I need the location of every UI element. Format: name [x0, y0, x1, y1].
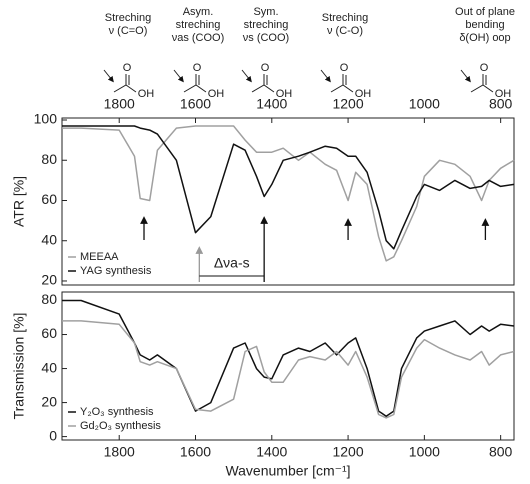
y-tick-label: 20: [41, 272, 57, 288]
x-tick-label: 800: [489, 444, 513, 460]
x-tick-label: 1200: [332, 96, 363, 112]
x-tick-label: 1800: [104, 444, 135, 460]
vibration-arrow: [103, 69, 114, 83]
atom-label: O: [261, 62, 270, 74]
spectrum-line: [62, 320, 515, 419]
atom-label: OH: [355, 88, 372, 100]
annotation: streching: [176, 19, 221, 31]
plot-frame: [61, 291, 515, 441]
molecule: [330, 84, 354, 93]
y-tick-label: 80: [41, 151, 57, 167]
legend-label: Gd₂O₃ synthesis: [80, 420, 161, 432]
x-tick-label: 1200: [332, 444, 363, 460]
vibration-arrow: [460, 69, 471, 83]
x-tick-label: 1600: [180, 444, 211, 460]
x-tick-label: 1800: [104, 96, 135, 112]
legend-label: YAG synthesis: [80, 265, 152, 277]
plot-frame: [61, 117, 515, 286]
vibration-arrow: [241, 69, 252, 83]
molecule: [183, 84, 207, 93]
x-tick-label: 1400: [256, 444, 287, 460]
y-tick-label: 40: [41, 359, 57, 375]
atom-label: OH: [138, 88, 155, 100]
molecule: [113, 84, 137, 93]
y-tick-label: 60: [41, 325, 57, 341]
atom-label: O: [480, 62, 489, 74]
legend-label: MEEAA: [80, 251, 119, 263]
atom-label: O: [340, 62, 349, 74]
legend-label: Y₂O₃ synthesis: [80, 406, 154, 418]
vibration-arrow: [173, 69, 184, 83]
x-tick-label: 1000: [409, 444, 440, 460]
annotation: ν (C=O): [109, 25, 148, 37]
y-tick-label: 80: [41, 291, 57, 307]
spectrum-line: [62, 125, 515, 262]
atom-label: OH: [208, 88, 225, 100]
annotation: νs (COO): [243, 32, 289, 44]
x-tick-label: 1400: [256, 96, 287, 112]
x-tick-label: 1000: [409, 96, 440, 112]
y-axis-label: Transmission [%]: [11, 313, 27, 420]
x-tick-label: 800: [489, 96, 513, 112]
vibration-arrow: [320, 69, 331, 83]
annotation: νas (COO): [172, 32, 225, 44]
y-tick-label: 0: [49, 427, 57, 443]
y-tick-label: 20: [41, 393, 57, 409]
spectrum-line: [62, 299, 515, 417]
annotation: δ(OH) oop: [459, 32, 510, 44]
delta-label: Δνa-s: [214, 255, 250, 271]
annotation: Out of plane: [455, 6, 515, 18]
annotation: Asym.: [183, 6, 214, 18]
y-tick-label: 100: [34, 111, 58, 127]
atom-label: O: [193, 62, 202, 74]
atom-label: O: [123, 62, 132, 74]
molecule: [470, 84, 494, 93]
x-tick-label: 1600: [180, 96, 211, 112]
annotation: Streching: [322, 12, 368, 24]
annotation: Streching: [105, 12, 151, 24]
molecule: [251, 84, 275, 93]
x-axis-label: Wavenumber [cm⁻¹]: [225, 463, 350, 479]
atom-label: OH: [276, 88, 293, 100]
annotation: bending: [465, 19, 504, 31]
atom-label: OH: [495, 88, 512, 100]
annotation: Sym.: [253, 6, 278, 18]
spectrum-line: [62, 125, 515, 250]
y-tick-label: 60: [41, 191, 57, 207]
y-tick-label: 40: [41, 231, 57, 247]
annotation: ν (C-O): [327, 25, 363, 37]
annotation: streching: [244, 19, 289, 31]
y-axis-label: ATR [%]: [11, 176, 27, 227]
